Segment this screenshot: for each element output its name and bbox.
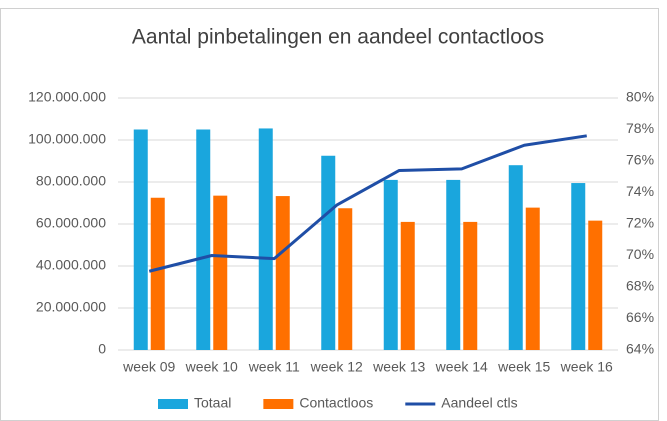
legend-swatch [263,399,294,409]
y-tick-label: 120.000.000 [28,89,106,105]
bar [508,165,523,350]
x-tick-label: week 14 [435,359,488,375]
y-tick-label: 40.000.000 [36,257,106,273]
bar [213,195,228,350]
y2-tick-label: 74% [626,183,654,199]
y2-tick-label: 80% [626,89,654,105]
bar [258,128,273,350]
y2-tick-label: 72% [626,215,654,231]
bar [338,208,353,350]
y-tick-label: 60.000.000 [36,215,106,231]
x-tick-label: week 10 [185,359,238,375]
legend-label: Contactloos [299,395,373,411]
y2-tick-label: 70% [626,246,654,262]
bar [383,179,398,350]
y-tick-label: 0 [98,341,106,357]
y2-tick-label: 68% [626,278,654,294]
y-tick-label: 20.000.000 [36,299,106,315]
legend-label: Totaal [194,395,231,411]
x-tick-label: week 11 [248,359,300,375]
x-tick-label: week 15 [497,359,550,375]
bar [588,220,603,350]
bar [571,183,586,350]
bar [463,221,478,350]
bar [321,155,336,350]
line [148,134,587,273]
legend-swatch [158,399,188,409]
y-tick-label: 80.000.000 [36,173,106,189]
bar [400,221,415,350]
y2-tick-label: 66% [626,309,654,325]
x-tick-label: week 16 [560,359,613,375]
x-tick-label: week 09 [122,359,175,375]
bar [275,196,290,350]
x-tick-label: week 12 [310,359,363,375]
y2-tick-label: 78% [626,120,654,136]
chart-title: Aantal pinbetalingen en aandeel contactl… [132,26,544,49]
legend-label: Aandeel ctls [441,395,517,411]
y2-tick-label: 76% [626,152,654,168]
bar [525,207,540,350]
bar [196,129,211,350]
y2-tick-label: 64% [626,341,654,357]
bar [133,129,148,350]
y-tick-label: 100.000.000 [28,131,106,147]
x-tick-label: week 13 [372,359,425,375]
bar [150,197,165,350]
bar [446,179,461,350]
